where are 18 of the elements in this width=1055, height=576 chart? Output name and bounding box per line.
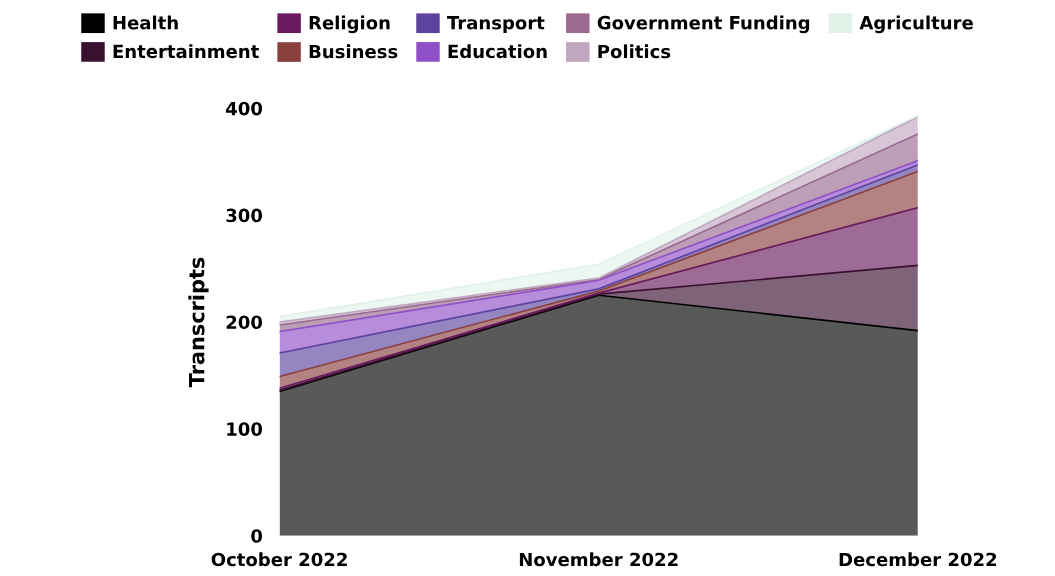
legend-label: Education [448,44,547,59]
y-tick-label: 300 [226,208,263,223]
x-tick-label: December 2022 [839,552,997,567]
x-tick-label: November 2022 [519,552,678,567]
legend-label: Government Funding [597,15,810,34]
y-tick-label: 200 [226,315,263,330]
x-tick-label: October 2022 [211,552,347,567]
y-tick-label: 100 [227,422,263,436]
y-axis-title: Transcripts [188,257,209,388]
legend-label: Health [113,15,178,30]
legend-label: Business [309,44,398,59]
y-tick-label: 400 [226,101,263,116]
legend-label: Agriculture [859,15,973,34]
legend-label: Transport [447,16,545,34]
legend-label: Entertainment [113,44,259,59]
y-tick-label: 0 [251,529,263,543]
legend-label: Religion [309,15,390,34]
legend-label: Politics [598,44,671,59]
